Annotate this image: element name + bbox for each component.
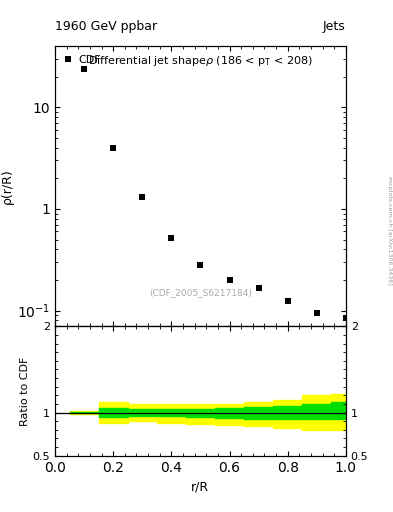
Text: (CDF_2005_S6217184): (CDF_2005_S6217184): [149, 288, 252, 297]
Y-axis label: Ratio to CDF: Ratio to CDF: [20, 356, 30, 425]
Text: mcplots.cern.ch [arXiv:1306.3436]: mcplots.cern.ch [arXiv:1306.3436]: [387, 176, 392, 285]
X-axis label: r/R: r/R: [191, 480, 209, 493]
Text: 1960 GeV ppbar: 1960 GeV ppbar: [55, 20, 157, 33]
Legend: CDF: CDF: [61, 52, 104, 68]
Text: Differential jet shape$\rho$ (186 < p$_\mathregular{T}$ < 208): Differential jet shape$\rho$ (186 < p$_\…: [88, 54, 313, 69]
Text: Jets: Jets: [323, 20, 346, 33]
Y-axis label: ρ(r/R): ρ(r/R): [1, 168, 14, 204]
